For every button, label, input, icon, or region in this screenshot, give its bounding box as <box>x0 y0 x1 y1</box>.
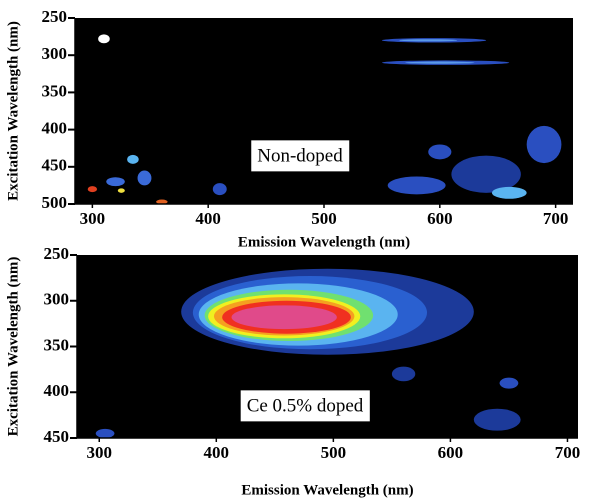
annotation: Non-doped <box>257 145 343 166</box>
x-axis-label: Emission Wavelength (nm) <box>241 482 413 498</box>
x-tick-label: 500 <box>321 443 347 462</box>
x-tick-label: 300 <box>86 443 112 462</box>
intensity-region <box>156 199 168 204</box>
intensity-region <box>117 188 125 193</box>
intensity-region <box>399 39 458 42</box>
annotation-box <box>251 140 350 172</box>
annotation: Ce 0.5% doped <box>247 395 364 416</box>
intensity-region <box>87 186 98 193</box>
intensity-region <box>499 377 519 389</box>
intensity-region <box>387 176 446 195</box>
intensity-region <box>95 428 115 438</box>
annotation-box <box>240 390 370 422</box>
y-tick-label: 350 <box>42 81 68 100</box>
y-tick-label: 300 <box>44 290 70 309</box>
intensity-region <box>106 177 125 187</box>
y-tick-label: 250 <box>42 7 68 26</box>
y-tick-label: 400 <box>42 119 68 138</box>
x-tick-label: 700 <box>543 209 569 228</box>
x-axis-label: Emission Wavelength (nm) <box>238 234 410 250</box>
y-axis-label: Excitation Wavelength (nm) <box>5 21 21 201</box>
x-tick-label: 500 <box>311 209 337 228</box>
y-tick-label: 500 <box>42 193 68 212</box>
intensity-region <box>428 144 452 160</box>
x-tick-label: 300 <box>80 209 106 228</box>
y-tick-label: 250 <box>44 244 70 263</box>
intensity-region <box>98 34 110 44</box>
y-tick-label: 400 <box>44 381 70 400</box>
x-tick-label: 600 <box>438 443 464 462</box>
y-tick-label: 350 <box>44 335 70 354</box>
intensity-region <box>391 366 416 382</box>
intensity-region <box>127 154 139 164</box>
x-tick-label: 700 <box>555 443 581 462</box>
y-tick-label: 450 <box>42 156 68 175</box>
plot-area <box>95 268 521 438</box>
intensity-region <box>137 170 152 186</box>
intensity-region <box>212 183 227 196</box>
x-tick-label: 400 <box>195 209 221 228</box>
plot-area <box>87 34 562 204</box>
intensity-region <box>231 305 337 330</box>
y-axis-label: Excitation Wavelength (nm) <box>5 257 21 437</box>
intensity-region <box>451 155 521 193</box>
intensity-region <box>526 125 562 164</box>
intensity-region <box>405 61 475 64</box>
y-tick-label: 300 <box>42 44 68 63</box>
x-tick-label: 600 <box>427 209 453 228</box>
intensity-region <box>491 186 527 199</box>
y-tick-label: 450 <box>44 427 70 446</box>
x-tick-label: 400 <box>204 443 230 462</box>
intensity-region <box>473 408 521 431</box>
